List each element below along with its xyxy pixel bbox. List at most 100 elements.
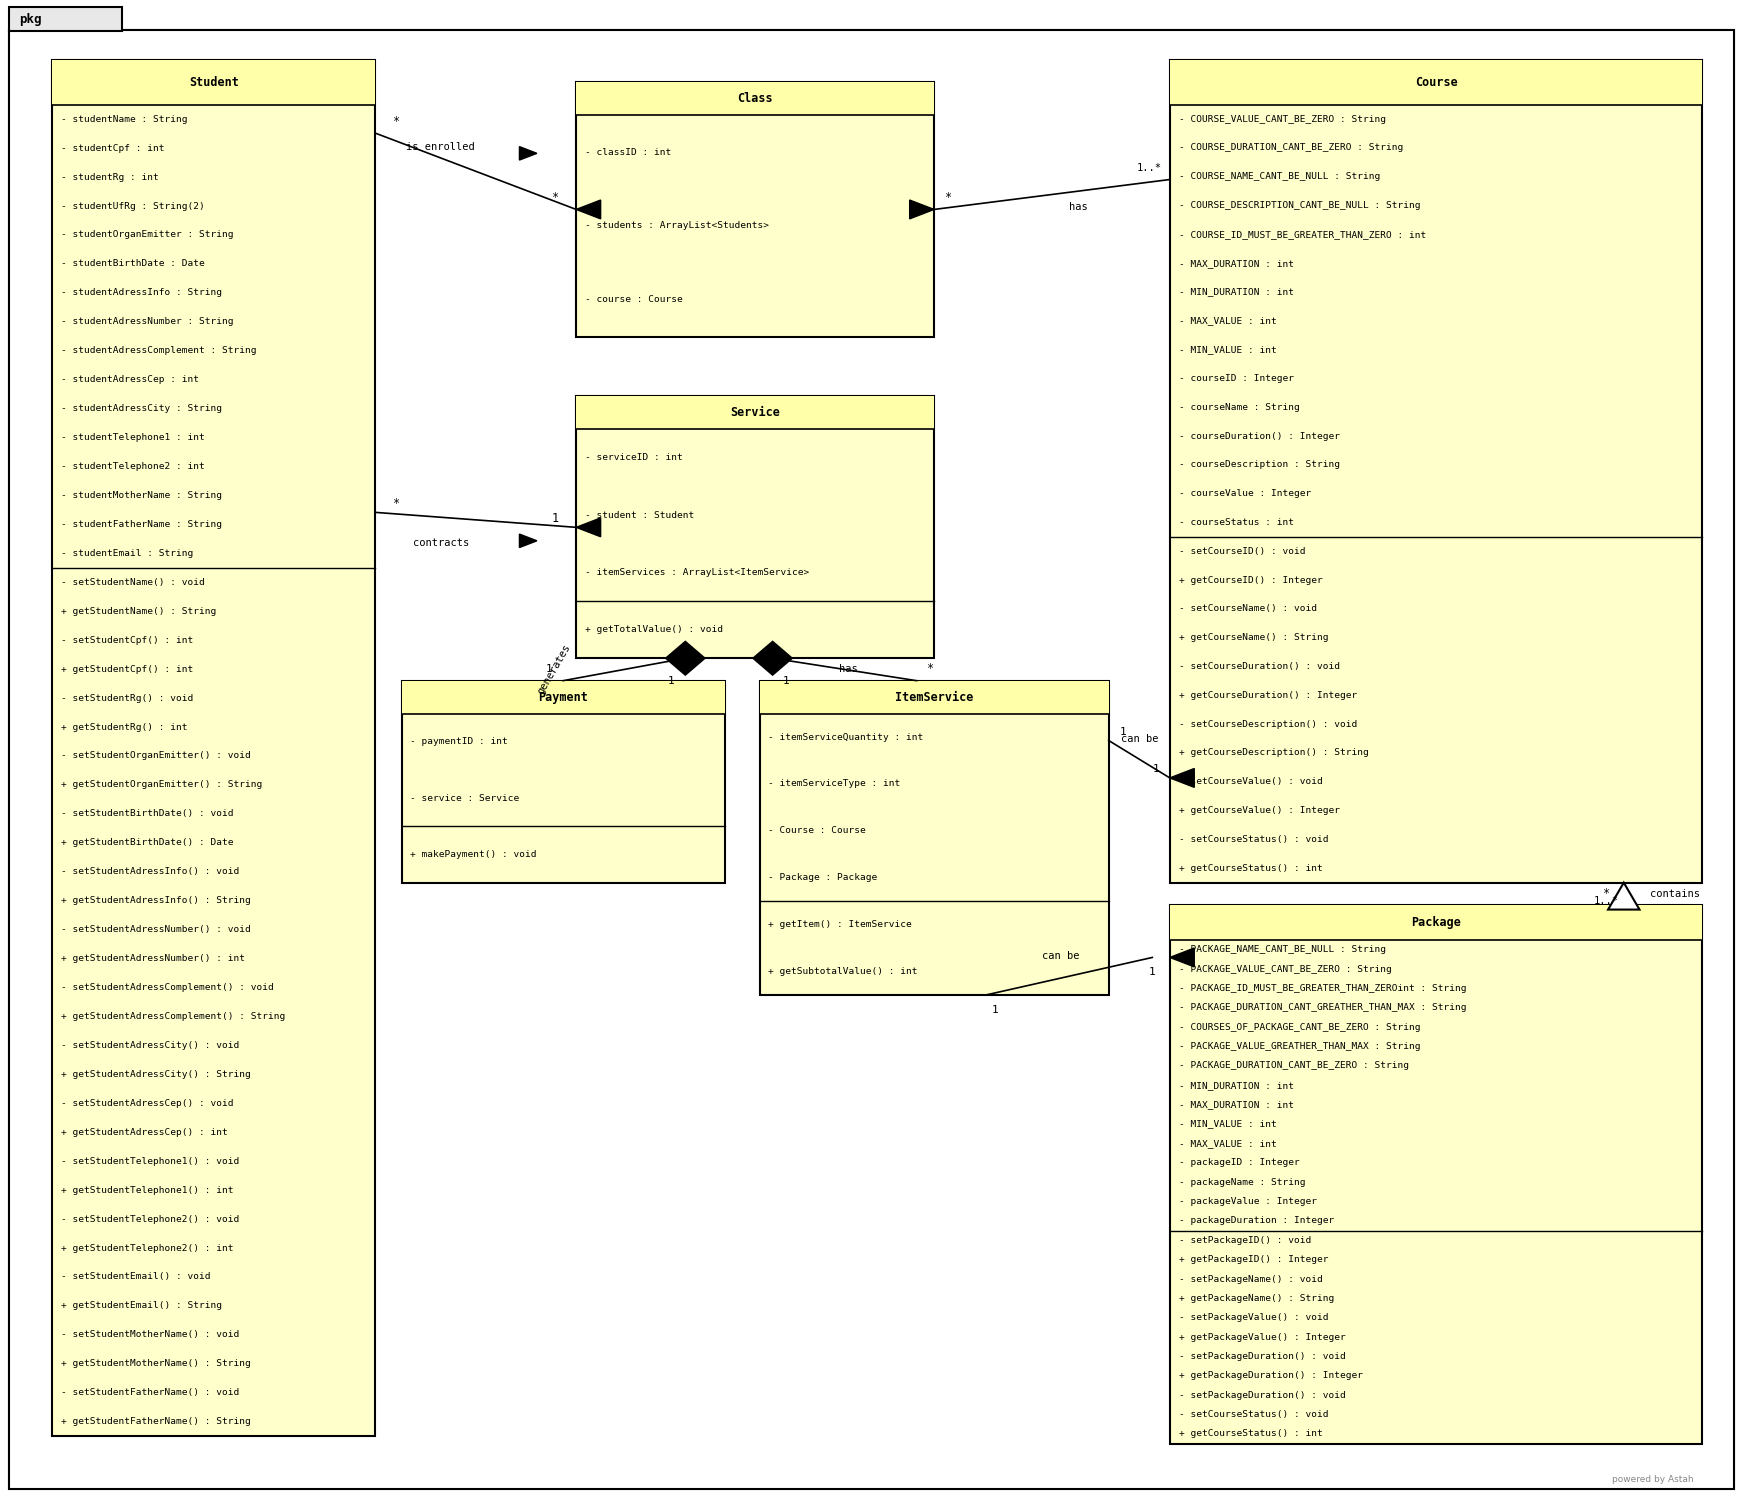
Polygon shape (520, 534, 538, 548)
Text: 1: 1 (552, 512, 559, 525)
Text: - setStudentTelephone2() : void: - setStudentTelephone2() : void (61, 1215, 239, 1224)
Text: - courseDescription : String: - courseDescription : String (1179, 461, 1339, 470)
Text: *: * (393, 497, 400, 510)
Text: *: * (1603, 887, 1610, 899)
FancyBboxPatch shape (402, 681, 725, 714)
Text: - student : Student: - student : Student (585, 510, 695, 519)
Text: - studentTelephone1 : int: - studentTelephone1 : int (61, 432, 204, 443)
FancyBboxPatch shape (576, 82, 934, 337)
Text: - MIN_VALUE : int: - MIN_VALUE : int (1179, 1119, 1276, 1128)
Text: - COURSE_VALUE_CANT_BE_ZERO : String: - COURSE_VALUE_CANT_BE_ZERO : String (1179, 115, 1386, 124)
FancyBboxPatch shape (760, 681, 1109, 995)
Text: - courseDuration() : Integer: - courseDuration() : Integer (1179, 431, 1339, 440)
Text: - serviceID : int: - serviceID : int (585, 453, 683, 462)
Text: pkg: pkg (19, 13, 42, 25)
Text: - classID : int: - classID : int (585, 148, 670, 157)
Text: 1: 1 (546, 664, 552, 673)
Text: + getCourseDescription() : String: + getCourseDescription() : String (1179, 748, 1369, 757)
Text: *: * (927, 663, 934, 675)
Text: Package: Package (1411, 916, 1461, 929)
Text: 1: 1 (1149, 968, 1156, 977)
Text: - MAX_VALUE : int: - MAX_VALUE : int (1179, 1138, 1276, 1147)
Text: is enrolled: is enrolled (407, 142, 475, 153)
Text: can be: can be (1042, 951, 1079, 962)
Text: 1: 1 (1152, 764, 1159, 773)
Text: - studentName : String: - studentName : String (61, 115, 187, 124)
Text: - COURSE_DESCRIPTION_CANT_BE_NULL : String: - COURSE_DESCRIPTION_CANT_BE_NULL : Stri… (1179, 200, 1419, 209)
Text: + getCourseDuration() : Integer: + getCourseDuration() : Integer (1179, 691, 1357, 700)
Text: + getPackageID() : Integer: + getPackageID() : Integer (1179, 1255, 1329, 1264)
Text: - PACKAGE_DURATION_CANT_GREATHER_THAN_MAX : String: - PACKAGE_DURATION_CANT_GREATHER_THAN_MA… (1179, 1004, 1467, 1013)
Text: - studentRg : int: - studentRg : int (61, 172, 159, 181)
Text: - MAX_DURATION : int: - MAX_DURATION : int (1179, 259, 1294, 268)
Text: - studentCpf : int: - studentCpf : int (61, 144, 164, 153)
Text: - studentAdressNumber : String: - studentAdressNumber : String (61, 317, 234, 326)
Text: + getStudentAdressInfo() : String: + getStudentAdressInfo() : String (61, 896, 251, 905)
Text: + getPackageValue() : Integer: + getPackageValue() : Integer (1179, 1333, 1346, 1342)
Text: generates: generates (536, 643, 573, 696)
Text: - itemServiceQuantity : int: - itemServiceQuantity : int (768, 733, 924, 742)
Text: + getStudentTelephone1() : int: + getStudentTelephone1() : int (61, 1186, 234, 1195)
Text: *: * (552, 191, 559, 203)
FancyBboxPatch shape (760, 681, 1109, 714)
Text: + getTotalValue() : void: + getTotalValue() : void (585, 625, 723, 634)
Text: - setStudentRg() : void: - setStudentRg() : void (61, 694, 194, 703)
Text: - setPackageID() : void: - setPackageID() : void (1179, 1236, 1311, 1245)
Text: - COURSE_ID_MUST_BE_GREATER_THAN_ZERO : int: - COURSE_ID_MUST_BE_GREATER_THAN_ZERO : … (1179, 230, 1426, 239)
Text: 1..*: 1..* (1137, 163, 1161, 172)
Text: - setStudentOrganEmitter() : void: - setStudentOrganEmitter() : void (61, 751, 251, 760)
Text: - studentEmail : String: - studentEmail : String (61, 549, 194, 558)
Text: 1: 1 (669, 676, 674, 685)
Text: - Course : Course: - Course : Course (768, 826, 866, 835)
Text: - setStudentName() : void: - setStudentName() : void (61, 577, 204, 586)
FancyBboxPatch shape (52, 60, 375, 1436)
Text: - setPackageValue() : void: - setPackageValue() : void (1179, 1313, 1329, 1322)
Text: - studentAdressInfo : String: - studentAdressInfo : String (61, 289, 222, 298)
Text: + getStudentAdressNumber() : int: + getStudentAdressNumber() : int (61, 954, 244, 963)
Text: - Package : Package: - Package : Package (768, 874, 878, 883)
Text: - studentAdressCity : String: - studentAdressCity : String (61, 404, 222, 413)
Text: Course: Course (1414, 76, 1458, 88)
Text: - COURSE_DURATION_CANT_BE_ZERO : String: - COURSE_DURATION_CANT_BE_ZERO : String (1179, 144, 1402, 153)
FancyBboxPatch shape (1170, 905, 1702, 939)
FancyBboxPatch shape (9, 7, 122, 31)
Polygon shape (576, 518, 601, 537)
Text: - courseValue : Integer: - courseValue : Integer (1179, 489, 1311, 498)
Text: - setCourseName() : void: - setCourseName() : void (1179, 604, 1316, 613)
Text: contracts: contracts (412, 539, 470, 548)
Text: - setCourseDescription() : void: - setCourseDescription() : void (1179, 720, 1357, 729)
Text: + getPackageDuration() : Integer: + getPackageDuration() : Integer (1179, 1372, 1362, 1381)
Text: ItemService: ItemService (896, 691, 973, 703)
Text: + getStudentMotherName() : String: + getStudentMotherName() : String (61, 1360, 251, 1369)
Text: - paymentID : int: - paymentID : int (410, 738, 508, 747)
Text: - packageValue : Integer: - packageValue : Integer (1179, 1197, 1316, 1206)
Text: Payment: Payment (538, 691, 588, 703)
Polygon shape (1170, 948, 1194, 966)
Text: - PACKAGE_NAME_CANT_BE_NULL : String: - PACKAGE_NAME_CANT_BE_NULL : String (1179, 945, 1386, 954)
Text: + getSubtotalValue() : int: + getSubtotalValue() : int (768, 966, 918, 975)
Text: - COURSE_NAME_CANT_BE_NULL : String: - COURSE_NAME_CANT_BE_NULL : String (1179, 172, 1379, 181)
Text: + getStudentCpf() : int: + getStudentCpf() : int (61, 664, 194, 673)
FancyBboxPatch shape (1170, 905, 1702, 1444)
Text: Service: Service (730, 407, 780, 419)
Text: - setStudentTelephone1() : void: - setStudentTelephone1() : void (61, 1156, 239, 1165)
Text: + getStudentName() : String: + getStudentName() : String (61, 607, 217, 616)
Text: - setStudentBirthDate() : void: - setStudentBirthDate() : void (61, 809, 234, 818)
Polygon shape (667, 642, 705, 675)
Text: + getCourseID() : Integer: + getCourseID() : Integer (1179, 576, 1322, 585)
Text: - courseID : Integer: - courseID : Integer (1179, 374, 1294, 383)
Text: - studentUfRg : String(2): - studentUfRg : String(2) (61, 202, 204, 211)
Polygon shape (520, 147, 538, 160)
Text: - MIN_DURATION : int: - MIN_DURATION : int (1179, 287, 1294, 296)
Text: - PACKAGE_ID_MUST_BE_GREATER_THAN_ZEROint : String: - PACKAGE_ID_MUST_BE_GREATER_THAN_ZEROin… (1179, 984, 1467, 993)
Text: Class: Class (737, 93, 773, 105)
Text: - itemServiceType : int: - itemServiceType : int (768, 779, 901, 788)
Text: - packageName : String: - packageName : String (1179, 1177, 1304, 1186)
FancyBboxPatch shape (1170, 60, 1702, 105)
Text: + getStudentAdressCep() : int: + getStudentAdressCep() : int (61, 1128, 229, 1137)
Text: contains: contains (1650, 889, 1701, 899)
Text: powered by Astah: powered by Astah (1612, 1475, 1694, 1484)
Text: has: has (838, 664, 857, 675)
Text: - setCourseValue() : void: - setCourseValue() : void (1179, 778, 1322, 787)
Text: + getStudentAdressCity() : String: + getStudentAdressCity() : String (61, 1070, 251, 1079)
